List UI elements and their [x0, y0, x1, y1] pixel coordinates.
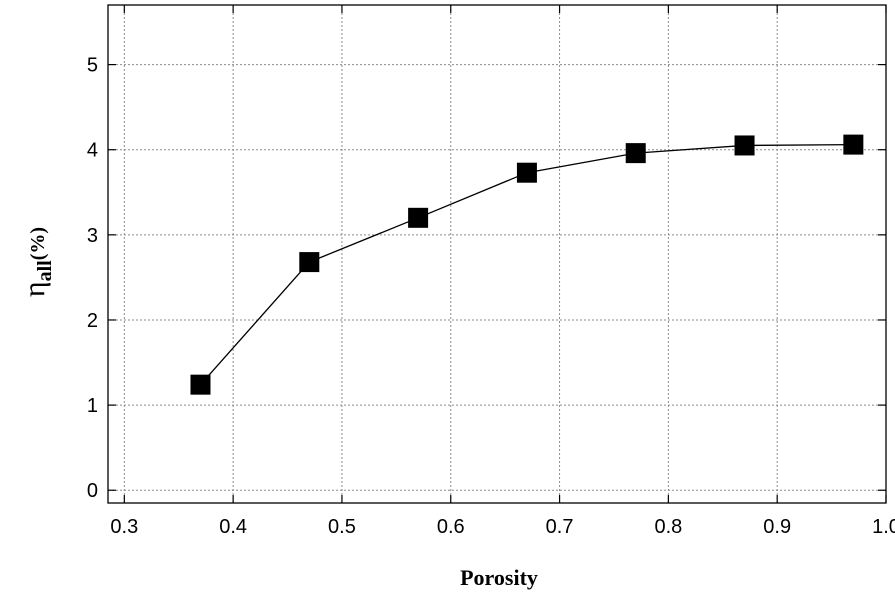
y-axis-label: ηall(%) — [18, 227, 56, 297]
grid-lines — [108, 5, 886, 503]
x-tick-label: 0.5 — [328, 516, 356, 538]
y-tick-label: 4 — [87, 140, 98, 162]
y-tick-label: 1 — [87, 395, 98, 417]
y-axis-label-subscript: all — [34, 260, 56, 282]
x-tick-label: 0.4 — [219, 516, 247, 538]
data-point-marker — [190, 374, 211, 395]
x-axis-label: Porosity — [460, 565, 538, 590]
y-axis-label-suffix: (%) — [27, 227, 49, 260]
y-tick-labels: 0 1 2 3 4 5 — [87, 55, 98, 503]
data-point-marker — [516, 162, 537, 183]
data-point-marker — [843, 134, 864, 155]
x-tick-label: 0.8 — [654, 516, 682, 538]
y-tick-label: 5 — [87, 55, 98, 77]
data-point-marker — [299, 252, 320, 273]
data-point-marker — [734, 135, 755, 156]
data-point-marker — [625, 143, 646, 164]
axis-ticks — [108, 5, 887, 503]
y-axis-label-symbol: η — [18, 281, 51, 297]
x-tick-label: 1.0 — [872, 516, 895, 538]
y-tick-label: 2 — [87, 310, 98, 332]
y-tick-label: 3 — [87, 225, 98, 247]
plot-frame — [107, 4, 887, 504]
x-tick-label: 0.3 — [110, 516, 138, 538]
data-series — [190, 134, 864, 395]
data-point-marker — [408, 207, 429, 228]
x-tick-label: 0.6 — [437, 516, 465, 538]
x-tick-labels: 0.3 0.4 0.5 0.6 0.7 0.8 0.9 1.0 — [110, 516, 895, 538]
y-tick-label: 0 — [87, 480, 98, 502]
x-tick-label: 0.7 — [546, 516, 574, 538]
x-tick-label: 0.9 — [763, 516, 791, 538]
